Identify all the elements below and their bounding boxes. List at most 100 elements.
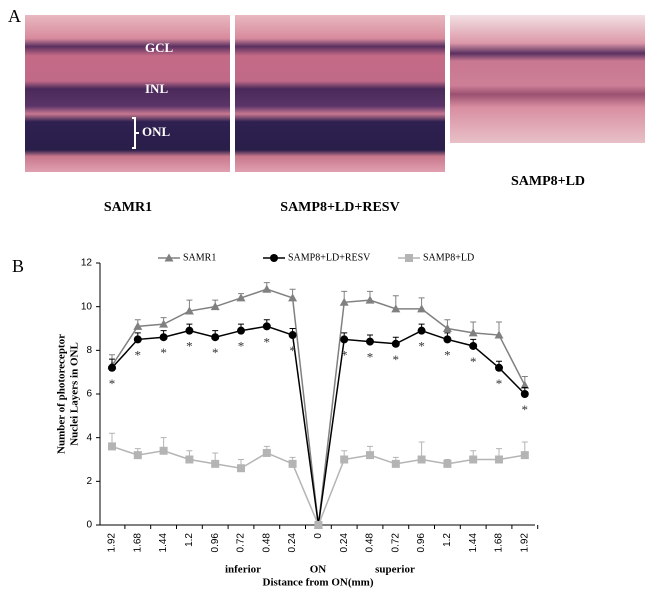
significance: *	[496, 376, 503, 391]
marker	[391, 459, 400, 468]
marker	[520, 390, 529, 398]
marker	[520, 451, 529, 460]
marker	[391, 339, 400, 348]
marker	[365, 295, 375, 304]
marker	[108, 363, 116, 372]
marker	[159, 333, 168, 342]
x-tick-group: 1.2	[184, 533, 195, 547]
y-tick-label: 6	[86, 389, 92, 400]
marker	[133, 335, 142, 344]
y-label-line: Number of photoreceptor	[56, 334, 68, 454]
legend-label: SAMR1	[183, 252, 216, 263]
marker	[237, 326, 245, 335]
x-tick-group: 0.48	[365, 533, 376, 553]
marker	[288, 331, 297, 340]
x-tick-group: 1.92	[519, 533, 530, 553]
x-tick-group: 0.24	[287, 533, 298, 553]
significance: *	[135, 347, 142, 362]
x-tick-label: 1.2	[184, 533, 195, 547]
marker	[468, 328, 478, 337]
marker	[288, 293, 298, 302]
significance: *	[109, 376, 116, 391]
marker	[237, 464, 245, 473]
annotation: ON	[310, 564, 327, 576]
legend-label: SAMP8+LD+RESV	[288, 252, 371, 263]
x-tick-group: 1.68	[132, 533, 143, 553]
x-tick-group: 0.72	[390, 533, 401, 553]
significance: *	[186, 339, 193, 354]
panel-label: A	[8, 6, 21, 26]
x-label: Distance from ON(mm)	[263, 577, 374, 589]
marker	[495, 363, 503, 372]
image-caption: SAMP8+LD+RESV	[280, 200, 399, 215]
marker	[164, 253, 174, 262]
significance: *	[264, 334, 271, 349]
x-tick-group: 1.2	[442, 533, 453, 547]
series-line	[111, 288, 526, 526]
series-line	[111, 325, 526, 526]
significance: *	[160, 345, 167, 360]
y-tick-label: 10	[81, 301, 93, 312]
marker	[417, 304, 427, 313]
x-tick-group: 1.44	[158, 533, 169, 553]
x-tick-label: 1.2	[442, 533, 453, 547]
x-tick-label: 0.24	[339, 533, 350, 553]
marker	[133, 451, 142, 460]
marker	[366, 451, 374, 460]
marker	[211, 459, 220, 468]
x-tick-group: 0.48	[261, 533, 272, 553]
significance: *	[367, 350, 374, 365]
x-tick-label: 1.68	[494, 533, 505, 553]
x-tick-group: 0.96	[416, 533, 427, 553]
significance: *	[522, 402, 529, 417]
marker	[442, 324, 452, 332]
marker	[210, 302, 220, 311]
series-line	[111, 445, 525, 527]
x-tick-group: 1.44	[468, 533, 479, 553]
x-tick-label: 0.72	[236, 533, 247, 553]
significance: *	[341, 347, 348, 362]
annotation: inferior	[225, 564, 261, 576]
significance: *	[418, 339, 425, 354]
significance: *	[393, 352, 400, 367]
bracket	[132, 117, 139, 149]
x-tick-group: 1.68	[494, 533, 505, 553]
marker	[262, 322, 271, 331]
marker	[159, 319, 169, 328]
x-tick-group: 0.96	[210, 533, 221, 553]
marker	[270, 254, 278, 262]
marker	[185, 455, 194, 464]
marker	[391, 304, 401, 313]
x-tick-label: 0.96	[416, 533, 427, 553]
marker	[443, 335, 452, 344]
x-tick-label: 1.92	[107, 533, 118, 553]
y-label: Number of photoreceptor Nuclei Layers in…	[56, 334, 81, 454]
marker	[417, 326, 426, 335]
marker	[314, 521, 323, 529]
x-tick-group: 0.24	[339, 533, 350, 553]
x-tick-label: 0.48	[261, 533, 272, 553]
significance: *	[444, 347, 451, 362]
y-tick-label: 8	[86, 345, 92, 356]
y-tick-label: 4	[86, 432, 92, 443]
y-label-line: Nuclei Layers in ONL	[69, 342, 81, 446]
marker	[262, 284, 272, 293]
x-tick-label: 1.68	[132, 533, 143, 553]
x-tick-group: 0	[313, 533, 324, 539]
marker	[443, 459, 452, 468]
x-tick-label: 1.44	[468, 533, 479, 553]
x-tick-label: 0.96	[210, 533, 221, 553]
marker	[133, 321, 143, 330]
y-tick-label: 12	[81, 258, 93, 269]
significance: *	[212, 345, 219, 360]
marker	[469, 341, 478, 350]
marker	[211, 333, 220, 342]
marker	[236, 293, 246, 302]
layer-label: ONL	[142, 124, 171, 139]
image-caption: SAMR1	[104, 200, 152, 215]
marker	[520, 380, 530, 389]
y-tick-label: 2	[86, 476, 92, 487]
marker	[469, 455, 478, 464]
x-tick-label: 0.72	[390, 533, 401, 553]
